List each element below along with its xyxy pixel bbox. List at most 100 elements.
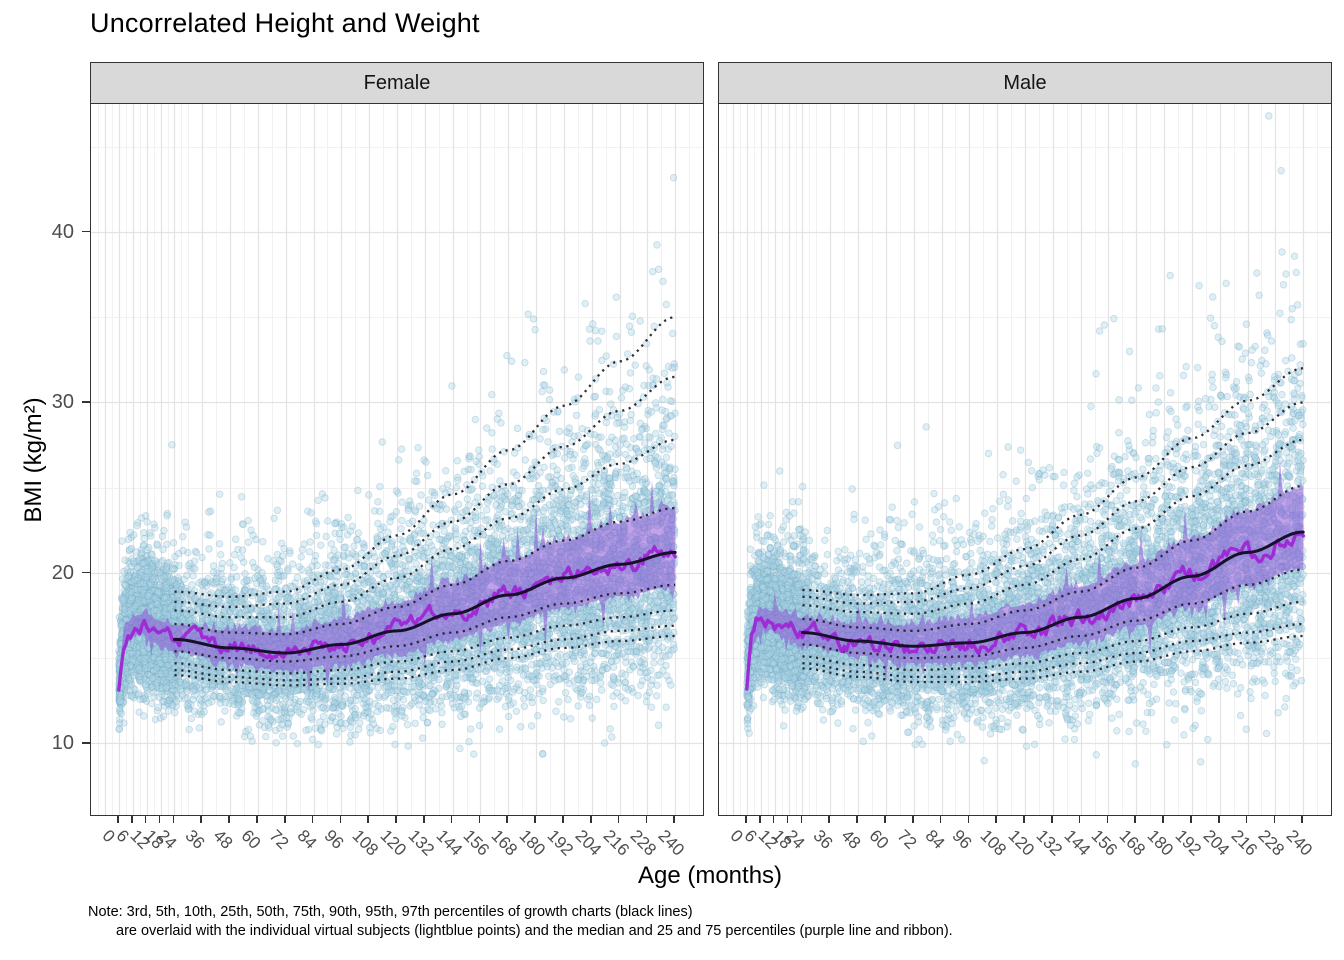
x-tick-label: 144: [1060, 826, 1094, 860]
x-tick-label: 36: [809, 826, 837, 853]
x-tick-label: 204: [1199, 826, 1233, 860]
x-tick-label: 144: [432, 826, 466, 860]
x-tick-mark: [800, 815, 803, 823]
x-tick-mark: [995, 815, 997, 823]
y-tick-mark: [82, 742, 90, 744]
x-tick-mark: [1217, 815, 1220, 823]
x-tick-mark: [450, 815, 453, 823]
x-tick-mark: [745, 815, 747, 823]
x-tick-mark: [1190, 815, 1192, 823]
x-tick-mark: [967, 815, 970, 823]
x-tick-mark: [200, 815, 203, 823]
x-tick-mark: [423, 815, 425, 823]
x-tick-mark: [1078, 815, 1081, 823]
x-tick-label: 84: [293, 826, 320, 853]
x-tick-label: 48: [837, 826, 865, 853]
x-tick-mark: [228, 815, 230, 823]
y-tick-label: 40: [51, 220, 74, 243]
x-tick-mark: [1273, 815, 1276, 823]
panel-canvas-female: [91, 104, 703, 815]
x-tick-label: 132: [404, 826, 438, 860]
x-tick-label: 180: [1143, 826, 1178, 860]
x-tick-label: 204: [571, 826, 605, 860]
x-tick-mark: [144, 815, 147, 823]
x-tick-mark: [786, 815, 789, 823]
x-tick-label: 120: [1004, 826, 1039, 860]
x-tick-mark: [673, 815, 675, 823]
x-axis-ticks: 0 6 12 18 24 36 48 60 72 84 96 108 120 132 144 156 168 18…: [718, 815, 1330, 871]
x-tick-label: 84: [921, 826, 948, 853]
footnote: Note: 3rd, 5th, 10th, 25th, 50th, 75th, …: [88, 903, 953, 941]
facet-strip-label: Female: [90, 62, 704, 104]
x-tick-label: 156: [1088, 826, 1122, 860]
x-tick-label: 240: [1282, 826, 1317, 860]
x-tick-label: 168: [487, 826, 522, 860]
x-tick-mark: [772, 815, 775, 823]
y-tick-label: 20: [51, 561, 74, 584]
x-tick-label: 192: [1171, 826, 1205, 860]
facet-female: Female 0 6 12 18 24 36 48 60 72 84 96 108 120 132 144 15…: [90, 62, 704, 859]
footnote-line-2: are overlaid with the individual virtual…: [116, 922, 953, 939]
x-tick-label: 132: [1032, 826, 1066, 860]
x-tick-label: 216: [599, 826, 633, 860]
x-tick-mark: [1162, 815, 1164, 823]
x-tick-label: 72: [893, 826, 921, 853]
x-tick-mark: [911, 815, 914, 823]
x-tick-label: 96: [320, 826, 348, 853]
y-tick-mark: [82, 230, 90, 233]
x-tick-mark: [884, 815, 886, 823]
x-tick-label: 108: [348, 826, 383, 860]
x-tick-label: 192: [543, 826, 577, 860]
x-tick-label: 180: [515, 826, 550, 860]
x-tick-mark: [856, 815, 858, 823]
x-tick-mark: [1134, 815, 1137, 823]
x-axis-ticks: 0 6 12 18 24 36 48 60 72 84 96 108 120 132 144 156 168 18…: [90, 815, 702, 871]
y-tick-mark: [82, 401, 90, 403]
x-tick-mark: [506, 815, 509, 823]
x-tick-mark: [758, 815, 761, 823]
x-tick-label: 60: [865, 826, 893, 853]
panel-canvas-male: [719, 104, 1331, 815]
x-tick-label: 96: [948, 826, 976, 853]
y-tick-label: 10: [51, 732, 74, 755]
x-tick-mark: [1245, 815, 1248, 823]
x-tick-mark: [367, 815, 369, 823]
x-tick-mark: [283, 815, 286, 823]
footnote-line-1: Note: 3rd, 5th, 10th, 25th, 50th, 75th, …: [88, 904, 693, 920]
x-tick-label: 228: [626, 826, 661, 860]
x-tick-label: 36: [181, 826, 209, 853]
x-tick-mark: [562, 815, 564, 823]
y-tick-label: 30: [51, 391, 74, 414]
x-tick-mark: [1106, 815, 1109, 823]
x-tick-mark: [1301, 815, 1303, 823]
x-tick-label: 156: [460, 826, 494, 860]
facet-male: Male 0 6 12 18 24 36 48 60 72 84 96 108 120 132 144 156 1…: [718, 62, 1332, 859]
x-tick-mark: [1051, 815, 1053, 823]
x-tick-mark: [117, 815, 119, 823]
x-tick-mark: [1023, 815, 1025, 823]
x-tick-mark: [589, 815, 592, 823]
x-tick-mark: [617, 815, 620, 823]
x-tick-mark: [339, 815, 342, 823]
x-tick-mark: [828, 815, 831, 823]
plot-title: Uncorrelated Height and Weight: [90, 8, 480, 38]
x-tick-label: 108: [976, 826, 1011, 860]
x-tick-label: 240: [654, 826, 689, 860]
x-tick-mark: [645, 815, 648, 823]
x-tick-mark: [158, 815, 161, 823]
plot-panel-male: [718, 104, 1332, 816]
x-tick-label: 120: [376, 826, 411, 860]
x-tick-mark: [256, 815, 258, 823]
x-axis-title: Age (months): [637, 862, 783, 889]
x-tick-mark: [478, 815, 481, 823]
facet-strip-label: Male: [718, 62, 1332, 104]
x-tick-mark: [534, 815, 536, 823]
x-tick-label: 72: [265, 826, 293, 853]
x-tick-label: 228: [1254, 826, 1289, 860]
x-tick-label: 168: [1115, 826, 1150, 860]
x-tick-label: 60: [237, 826, 265, 853]
x-tick-mark: [130, 815, 133, 823]
y-axis: 10 20 30 40: [0, 104, 90, 815]
x-tick-mark: [395, 815, 397, 823]
